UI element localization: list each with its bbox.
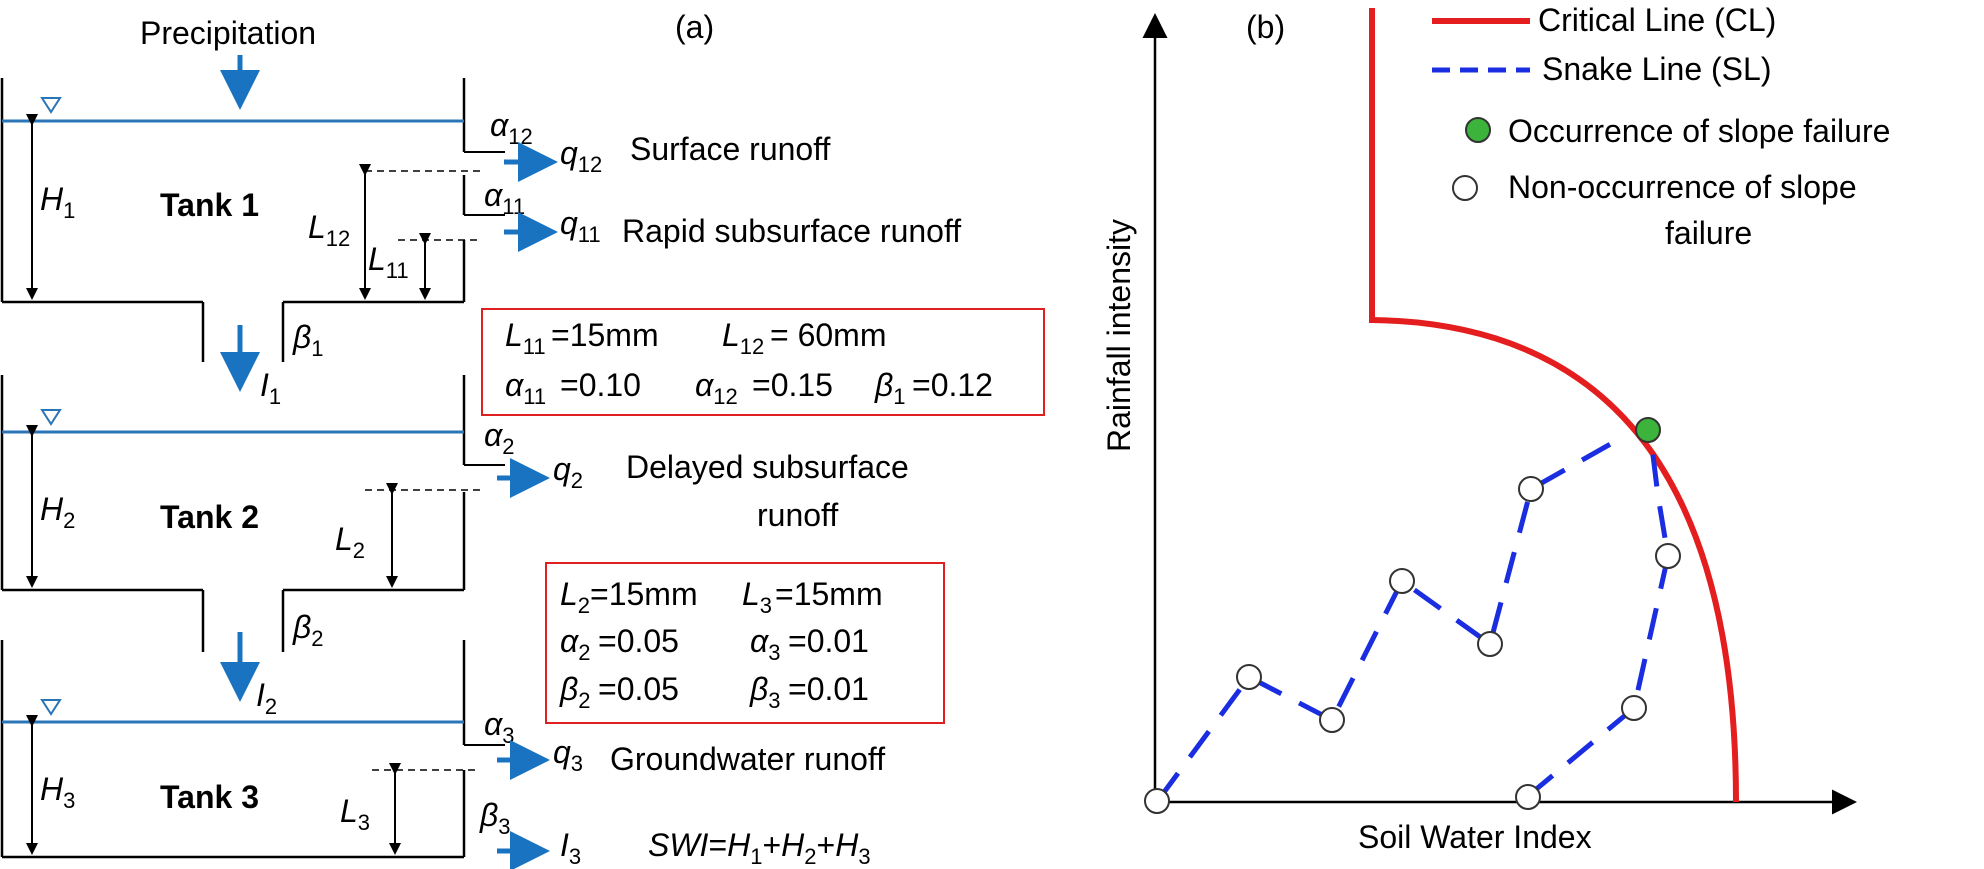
snake-line-1 — [1156, 439, 1616, 801]
b1-param-symbol: β1 — [874, 367, 906, 409]
surface-runoff-label: Surface runoff — [630, 131, 831, 167]
q11-symbol: q11 — [560, 205, 601, 247]
delayed-runoff-label-2: runoff — [757, 497, 838, 533]
q3-symbol: q3 — [553, 734, 583, 776]
i3-symbol: I3 — [560, 827, 581, 869]
water-level-icon — [40, 699, 62, 716]
a12-param-symbol: α12 — [695, 367, 738, 409]
non-occurrence-point — [1389, 568, 1415, 594]
water-level-icon — [40, 409, 62, 426]
non-occurrence-point — [1515, 784, 1541, 810]
tank-1: Tank 1 H1 L12 L11 α12 q12 Surface runoff… — [0, 78, 961, 409]
rapid-runoff-label: Rapid subsurface runoff — [622, 213, 961, 249]
alpha11-symbol: α11 — [484, 177, 525, 219]
l2-symbol: L2 — [335, 521, 365, 563]
l11-symbol: L11 — [368, 241, 409, 283]
parameter-box-2: L2 =15mm L3 =15mm α2 =0.05 α3 =0.01 β2 =… — [545, 562, 945, 724]
delayed-runoff-label-1: Delayed subsurface — [626, 449, 909, 485]
legend-critical-label: Critical Line (CL) — [1538, 2, 1776, 38]
a11-value: =0.10 — [560, 367, 641, 403]
a2-value: =0.05 — [598, 623, 679, 659]
non-occurrence-point — [1477, 631, 1503, 657]
y-axis-label: Rainfall intensity — [1101, 219, 1137, 452]
b3-param-symbol: β3 — [749, 671, 781, 713]
non-occurrence-point — [1621, 695, 1647, 721]
tank-2: Tank 2 H2 L2 α2 q2 Delayed subsurface ru… — [0, 375, 909, 719]
tank2-label: Tank 2 — [160, 499, 259, 535]
tank3-label: Tank 3 — [160, 779, 259, 815]
swi-formula: SWI=H1+H2+H3 — [648, 827, 871, 869]
a3-param-symbol: α3 — [750, 623, 781, 665]
h3-symbol: H3 — [40, 771, 75, 813]
a12-value: =0.15 — [752, 367, 833, 403]
l3-symbol: L3 — [340, 793, 370, 835]
b1-value: =0.12 — [912, 367, 993, 403]
l3-value: =15mm — [775, 576, 883, 612]
non-occurrence-point — [1655, 543, 1681, 569]
groundwater-runoff-label: Groundwater runoff — [610, 741, 885, 777]
precipitation-label: Precipitation — [140, 15, 316, 51]
h2-symbol: H2 — [40, 491, 75, 533]
non-occurrence-point — [1236, 664, 1262, 690]
a2-param-symbol: α2 — [560, 623, 591, 665]
l12-value: = 60mm — [770, 317, 886, 353]
h1-symbol: H1 — [40, 181, 75, 223]
l2-value: =15mm — [590, 576, 698, 612]
q2-symbol: q2 — [553, 451, 583, 493]
snake-line-2 — [1526, 430, 1671, 798]
l11-param-symbol: L11 — [505, 317, 546, 359]
non-occurrence-point — [1518, 476, 1544, 502]
parameter-box-1: L11 =15mm L12 = 60mm α11 =0.10 α12 =0.15… — [481, 308, 1045, 416]
non-occurrence-point — [1144, 788, 1170, 814]
l12-param-symbol: L12 — [722, 317, 764, 359]
legend-occurrence-marker — [1465, 117, 1491, 143]
alpha2-symbol: α2 — [484, 417, 515, 459]
b2-value: =0.05 — [598, 671, 679, 707]
beta1-symbol: β1 — [292, 319, 324, 361]
non-occurrence-point — [1319, 707, 1345, 733]
b3-value: =0.01 — [788, 671, 869, 707]
panel-a: (a) Precipitation Tank 1 H1 L12 — [0, 9, 1045, 869]
legend-non-occurrence-marker — [1452, 175, 1478, 201]
a3-value: =0.01 — [788, 623, 869, 659]
panel-b-label: (b) — [1246, 9, 1285, 45]
occurrence-point — [1635, 417, 1661, 443]
panel-a-label: (a) — [675, 9, 714, 45]
non-occurrence-points — [1144, 476, 1681, 814]
legend-snake-label: Snake Line (SL) — [1542, 51, 1771, 87]
b2-param-symbol: β2 — [559, 671, 591, 713]
l12-symbol: L12 — [308, 209, 350, 251]
q12-symbol: q12 — [560, 135, 602, 177]
water-level-icon — [40, 97, 62, 114]
alpha3-symbol: α3 — [484, 706, 515, 748]
i2-symbol: I2 — [256, 677, 277, 719]
beta2-symbol: β2 — [292, 609, 324, 651]
panel-b: (b) Soil Water Index Rainfall intensity … — [1101, 2, 1890, 855]
legend-non-occurrence-label-1: Non-occurrence of slope — [1508, 169, 1857, 205]
alpha12-symbol: α12 — [490, 107, 533, 149]
legend-non-occurrence-label-2: failure — [1665, 215, 1752, 251]
tank1-label: Tank 1 — [160, 187, 259, 223]
l2-param-symbol: L2 — [560, 576, 590, 618]
a11-param-symbol: α11 — [505, 367, 546, 409]
l3-param-symbol: L3 — [742, 576, 772, 618]
legend: Critical Line (CL) Snake Line (SL) Occur… — [1432, 2, 1890, 251]
x-axis-label: Soil Water Index — [1358, 819, 1592, 855]
beta3-symbol: β3 — [479, 797, 511, 839]
i1-symbol: I1 — [260, 367, 281, 409]
l11-value: =15mm — [551, 317, 659, 353]
legend-occurrence-label: Occurrence of slope failure — [1508, 113, 1890, 149]
